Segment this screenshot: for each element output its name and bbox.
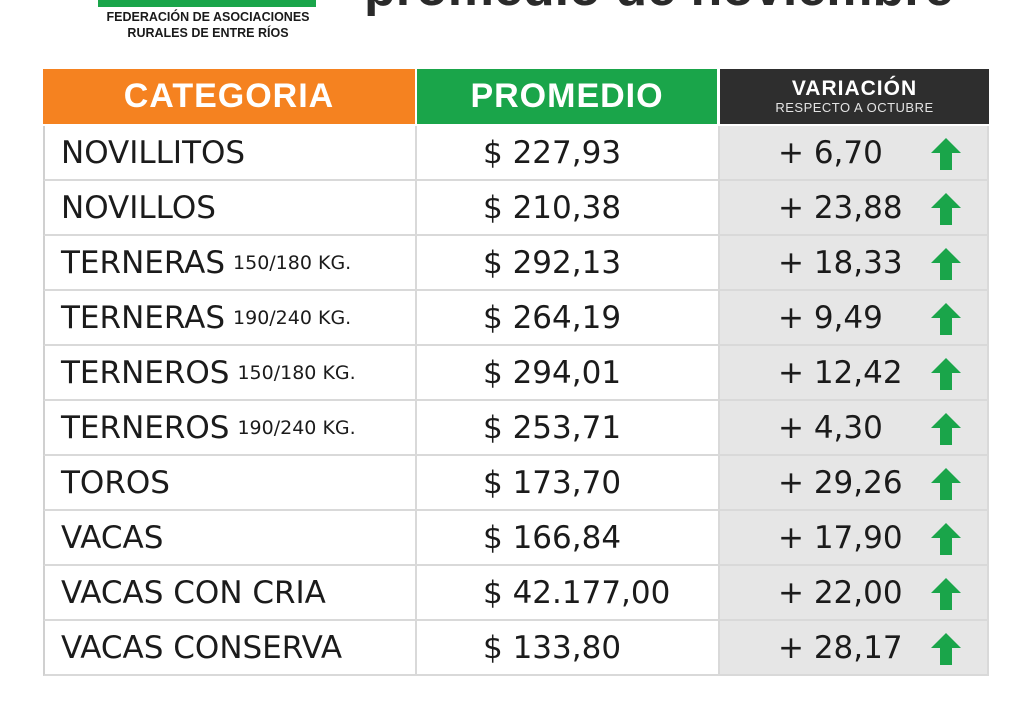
variacion-value: + 23,88: [778, 189, 903, 226]
organization-name-line1: FEDERACIÓN DE ASOCIACIONES: [106, 10, 310, 24]
variacion-value: + 22,00: [778, 574, 903, 611]
categoria-cell: VACAS CONSERVA: [43, 621, 417, 676]
promedio-cell: $ 264,19: [415, 291, 720, 346]
variacion-value: + 9,49: [778, 299, 883, 336]
variacion-cell: + 6,70: [718, 126, 989, 181]
table-row: NOVILLOS $ 210,38 + 23,88: [43, 181, 989, 236]
arrow-up-icon: [931, 303, 961, 335]
categoria-label: TOROS: [61, 464, 170, 501]
promedio-cell: $ 173,70: [415, 456, 720, 511]
categoria-cell: TERNEROS 150/180 KG.: [43, 346, 417, 401]
categoria-label: TERNEROS: [61, 354, 230, 391]
variacion-cell: + 9,49: [718, 291, 989, 346]
variacion-value: + 29,26: [778, 464, 903, 501]
arrow-up-icon: [931, 468, 961, 500]
variacion-value: + 28,17: [778, 629, 903, 666]
categoria-label: TERNEROS: [61, 409, 230, 446]
variacion-cell: + 17,90: [718, 511, 989, 566]
table-row: TERNEROS 150/180 KG. $ 294,01 + 12,42: [43, 346, 989, 401]
variacion-value: + 6,70: [778, 134, 883, 171]
table-row: NOVILLITOS $ 227,93 + 6,70: [43, 126, 989, 181]
promedio-cell: $ 294,01: [415, 346, 720, 401]
arrow-up-icon: [931, 633, 961, 665]
table-row: TOROS $ 173,70 + 29,26: [43, 456, 989, 511]
table-row: VACAS CON CRIA $ 42.177,00 + 22,00: [43, 566, 989, 621]
arrow-up-icon: [931, 193, 961, 225]
categoria-label: TERNERAS: [61, 244, 226, 281]
arrow-up-icon: [931, 578, 961, 610]
arrow-up-icon: [931, 248, 961, 280]
column-header-categoria: CATEGORIA: [43, 69, 415, 124]
promedio-cell: $ 210,38: [415, 181, 720, 236]
variacion-cell: + 4,30: [718, 401, 989, 456]
promedio-cell: $ 133,80: [415, 621, 720, 676]
categoria-cell: NOVILLITOS: [43, 126, 417, 181]
organization-name-line2: RURALES DE ENTRE RÍOS: [127, 26, 289, 40]
variacion-cell: + 23,88: [718, 181, 989, 236]
categoria-weight-range: 150/180 KG.: [233, 251, 352, 274]
arrow-up-icon: [931, 523, 961, 555]
variacion-cell: + 22,00: [718, 566, 989, 621]
categoria-cell: TOROS: [43, 456, 417, 511]
categoria-weight-range: 190/240 KG.: [233, 306, 352, 329]
variacion-value: + 18,33: [778, 244, 903, 281]
categoria-cell: TERNEROS 190/240 KG.: [43, 401, 417, 456]
categoria-label: VACAS: [61, 519, 164, 556]
organization-name: FEDERACIÓN DE ASOCIACIONES RURALES DE EN…: [92, 9, 324, 41]
categoria-cell: VACAS CON CRIA: [43, 566, 417, 621]
promedio-cell: $ 292,13: [415, 236, 720, 291]
categoria-cell: NOVILLOS: [43, 181, 417, 236]
table-row: TERNERAS 190/240 KG. $ 264,19 + 9,49: [43, 291, 989, 346]
categoria-cell: TERNERAS 190/240 KG.: [43, 291, 417, 346]
arrow-up-icon: [931, 358, 961, 390]
logo-bar: [98, 0, 316, 7]
categoria-label: NOVILLOS: [61, 189, 216, 226]
variacion-value: + 17,90: [778, 519, 903, 556]
categoria-cell: VACAS: [43, 511, 417, 566]
table-row: TERNEROS 190/240 KG. $ 253,71 + 4,30: [43, 401, 989, 456]
promedio-cell: $ 42.177,00: [415, 566, 720, 621]
categoria-weight-range: 190/240 KG.: [237, 416, 356, 439]
column-header-variacion-subtitle: RESPECTO A OCTUBRE: [775, 99, 934, 115]
arrow-up-icon: [931, 413, 961, 445]
variacion-cell: + 29,26: [718, 456, 989, 511]
column-header-variacion-title: VARIACIÓN: [791, 76, 918, 100]
variacion-cell: + 12,42: [718, 346, 989, 401]
categoria-weight-range: 150/180 KG.: [237, 361, 356, 384]
variacion-cell: + 18,33: [718, 236, 989, 291]
price-table: CATEGORIA PROMEDIO VARIACIÓN RESPECTO A …: [43, 69, 989, 709]
variacion-value: + 12,42: [778, 354, 903, 391]
categoria-label: NOVILLITOS: [61, 134, 246, 171]
categoria-label: VACAS CONSERVA: [61, 629, 343, 666]
column-header-variacion: VARIACIÓN RESPECTO A OCTUBRE: [720, 69, 989, 124]
promedio-cell: $ 166,84: [415, 511, 720, 566]
arrow-up-icon: [931, 138, 961, 170]
categoria-cell: TERNERAS 150/180 KG.: [43, 236, 417, 291]
table-row: VACAS CONSERVA $ 133,80 + 28,17: [43, 621, 989, 676]
promedio-cell: $ 253,71: [415, 401, 720, 456]
categoria-label: TERNERAS: [61, 299, 226, 336]
page-title: promedio de noviembre: [364, 0, 1004, 18]
variacion-value: + 4,30: [778, 409, 883, 446]
column-header-promedio: PROMEDIO: [417, 69, 717, 124]
categoria-label: VACAS CON CRIA: [61, 574, 326, 611]
table-row: TERNERAS 150/180 KG. $ 292,13 + 18,33: [43, 236, 989, 291]
variacion-cell: + 28,17: [718, 621, 989, 676]
promedio-cell: $ 227,93: [415, 126, 720, 181]
table-row: VACAS $ 166,84 + 17,90: [43, 511, 989, 566]
